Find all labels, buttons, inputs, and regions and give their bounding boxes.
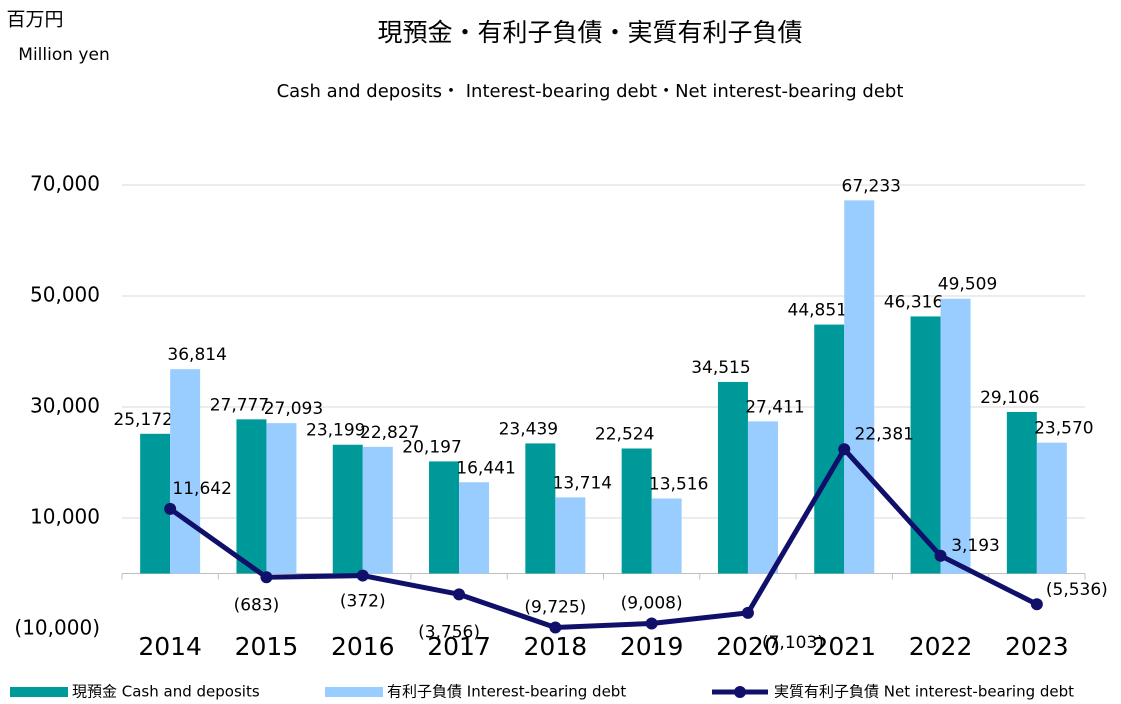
data-label: 11,642: [172, 479, 231, 499]
data-label: 34,515: [691, 358, 750, 378]
x-tick-label: 2021: [812, 632, 876, 661]
legend-swatch: [325, 687, 383, 697]
unit-en: Million yen: [18, 45, 109, 65]
data-label: 27,777: [210, 395, 269, 415]
bar: [429, 461, 460, 574]
line-marker: [1030, 598, 1043, 611]
data-label: (372): [340, 592, 386, 612]
line-marker: [549, 621, 562, 634]
data-label: 23,199: [306, 421, 365, 441]
data-label: 36,814: [167, 345, 226, 365]
x-tick-label: 2014: [138, 632, 202, 661]
bar: [910, 316, 941, 574]
bar: [621, 448, 652, 574]
bar: [1006, 411, 1037, 574]
x-tick-label: 2015: [235, 632, 299, 661]
x-tick-label: 2019: [620, 632, 684, 661]
line-marker: [164, 502, 177, 515]
bar: [651, 498, 682, 574]
data-label: 29,106: [980, 388, 1039, 408]
data-label: 46,316: [884, 292, 943, 312]
line-marker: [356, 569, 369, 582]
data-label: 27,411: [745, 397, 804, 417]
bar: [747, 421, 778, 574]
y-tick-label: (10,000): [14, 616, 100, 640]
line-marker: [260, 571, 273, 584]
data-label: 22,381: [855, 424, 914, 444]
line-marker: [741, 606, 754, 619]
data-label: 16,441: [456, 458, 515, 478]
data-label: (9,725): [524, 597, 586, 617]
y-tick-label: 30,000: [30, 394, 100, 418]
line: [168, 445, 1038, 630]
bar: [236, 419, 267, 574]
line-marker: [934, 549, 947, 562]
data-label: 67,233: [842, 176, 901, 196]
data-label: (3,756): [418, 622, 480, 642]
line-marker: [838, 443, 851, 456]
data-label: 3,193: [951, 536, 1000, 556]
x-tick-label: 2016: [331, 632, 395, 661]
legend-swatch: [734, 686, 746, 698]
unit-ja: 百万円: [6, 9, 63, 31]
y-tick-label: 10,000: [30, 505, 100, 529]
y-tick-label: 70,000: [30, 172, 100, 196]
bar: [459, 482, 490, 574]
data-label: 20,197: [402, 437, 461, 457]
line-marker: [645, 617, 658, 630]
x-tick-label: 2018: [524, 632, 588, 661]
x-tick-label: 2020: [716, 632, 780, 661]
bar: [362, 446, 393, 574]
bar: [940, 298, 971, 574]
x-tick-label: 2023: [1005, 632, 1069, 661]
data-label: 22,524: [595, 424, 654, 444]
bar: [717, 381, 748, 574]
legend-label: 実質有利子負債 Net interest-bearing debt: [774, 683, 1074, 701]
chart-subtitle: Cash and deposits・ Interest-bearing debt…: [277, 81, 904, 102]
data-label: 13,516: [649, 474, 708, 494]
x-tick-label: 2017: [427, 632, 491, 661]
bar: [140, 433, 171, 574]
bar: [525, 443, 556, 574]
data-label: (7,103): [762, 633, 824, 653]
data-label: (5,536): [1046, 580, 1108, 600]
data-label: 49,509: [938, 275, 997, 295]
bar: [844, 200, 875, 574]
bar: [1036, 442, 1067, 574]
data-label: 23,570: [1034, 419, 1093, 439]
bar: [170, 369, 201, 574]
y-tick-label: 50,000: [30, 283, 100, 307]
data-label: (683): [234, 595, 280, 615]
data-label: 23,439: [499, 419, 558, 439]
data-label: 13,714: [553, 473, 612, 493]
legend-swatch: [10, 687, 68, 697]
bar: [266, 423, 297, 574]
legend-label: 現預金 Cash and deposits: [72, 683, 260, 701]
line-marker: [453, 588, 466, 601]
bar: [332, 444, 363, 574]
data-label: 22,827: [360, 423, 419, 443]
chart-title: 現預金・有利子負債・実質有利子負債: [377, 18, 802, 47]
data-label: 25,172: [113, 410, 172, 430]
data-label: (9,008): [621, 593, 683, 613]
data-label: 27,093: [264, 399, 323, 419]
bar: [555, 497, 586, 574]
data-label: 44,851: [788, 301, 847, 321]
x-tick-label: 2022: [909, 632, 973, 661]
legend-label: 有利子負債 Interest-bearing debt: [387, 683, 626, 701]
